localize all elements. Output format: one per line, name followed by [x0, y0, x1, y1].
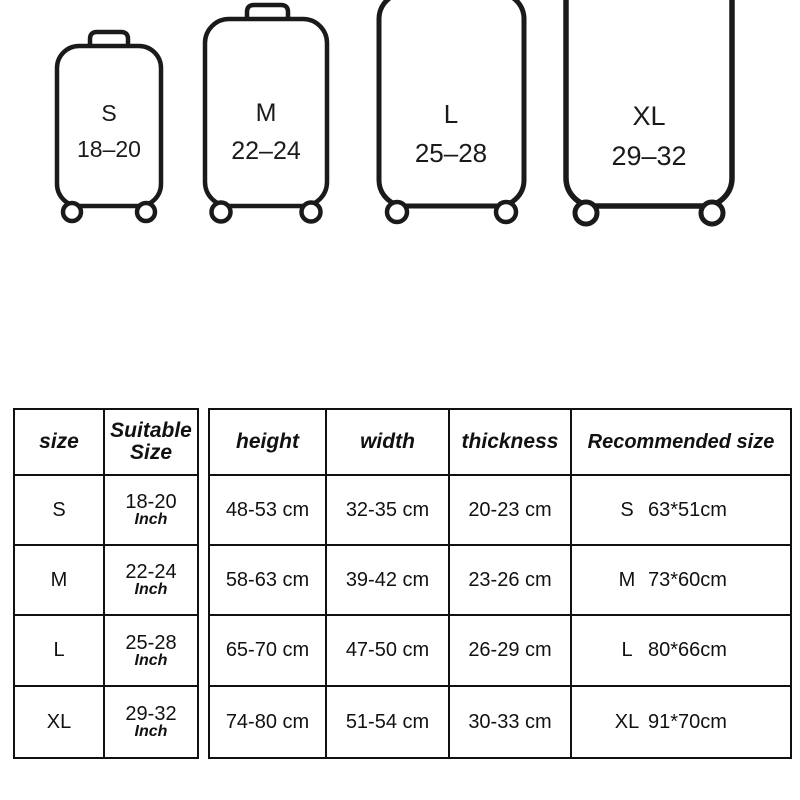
header-suitable-line1: Suitable: [110, 418, 192, 442]
luggage-label-range-m: 22–24: [231, 137, 301, 165]
cell-suitable-xl: 29-32 Inch: [103, 685, 199, 759]
cell-recommended-l: L 80*66cm: [570, 614, 792, 687]
table-row: 48-53 cm 32-35 cm 20-23 cm S 63*51cm: [208, 474, 792, 546]
rec-group-l: L 80*66cm: [574, 639, 788, 662]
luggage-figure-s: S 18–20: [45, 15, 181, 395]
header-height: height: [208, 408, 327, 476]
cell-size-xl: XL: [13, 685, 105, 759]
rec-size-dims-l: 80*66cm: [648, 639, 727, 661]
cell-width-m: 39-42 cm: [325, 544, 450, 616]
cell-thickness-s: 20-23 cm: [448, 474, 572, 546]
table-row: S 18-20 Inch: [13, 474, 199, 546]
table-row: M 22-24 Inch: [13, 544, 199, 616]
rec-group-xl: XL 91*70cm: [574, 711, 788, 734]
cell-height-l: 65-70 cm: [208, 614, 327, 687]
table-row: L 25-28 Inch: [13, 614, 199, 687]
rec-size-letter-l: L: [621, 639, 633, 661]
table-row: 74-80 cm 51-54 cm 30-33 cm XL 91*70cm: [208, 685, 792, 759]
cell-recommended-m: M 73*60cm: [570, 544, 792, 616]
cell-size-m: M: [13, 544, 105, 616]
cell-size-s: S: [13, 474, 105, 546]
cell-range-s: 18-20: [125, 491, 177, 513]
header-size: size: [13, 408, 105, 476]
cell-range-m: 22-24: [125, 561, 177, 583]
luggage-label-size-xl: XL: [632, 101, 665, 131]
luggage-illustration-row: S 18–20 M 22–24 L 25–28: [0, 0, 800, 395]
cell-thickness-xl: 30-33 cm: [448, 685, 572, 759]
header-recommended-size: Recommended size: [570, 408, 792, 476]
rec-size-dims-m: 73*60cm: [648, 568, 727, 591]
luggage-figure-l: L 25–28: [366, 0, 544, 395]
header-thickness: thickness: [448, 408, 572, 476]
cell-width-l: 47-50 cm: [325, 614, 450, 687]
cell-thickness-m: 23-26 cm: [448, 544, 572, 616]
cell-width-s: 32-35 cm: [325, 474, 450, 546]
table-header-row: height width thickness Recommended size: [208, 408, 792, 476]
table-header-row: size Suitable Size: [13, 408, 199, 476]
rec-size-dims-s: 63*51cm: [648, 498, 727, 521]
cell-suitable-s: 18-20 Inch: [103, 474, 199, 546]
cell-range-xl: 29-32: [125, 703, 177, 725]
luggage-label-size-s: S: [101, 100, 116, 126]
cell-unit-l: Inch: [134, 651, 168, 669]
luggage-figure-xl: XL 29–32: [553, 0, 751, 395]
size-table-right: height width thickness Recommended size …: [208, 408, 792, 759]
luggage-label-size-l: L: [444, 99, 458, 129]
cell-height-s: 48-53 cm: [208, 474, 327, 546]
cell-thickness-l: 26-29 cm: [448, 614, 572, 687]
size-table-left: size Suitable Size S 18-20 Inch M 22-24 …: [13, 408, 199, 759]
rec-size-letter-s: S: [620, 498, 634, 521]
cell-width-xl: 51-54 cm: [325, 685, 450, 759]
cell-range-l: 25-28: [125, 631, 177, 654]
luggage-label-range-s: 18–20: [77, 136, 141, 162]
cell-height-m: 58-63 cm: [208, 544, 327, 616]
rec-size-dims-xl: 91*70cm: [648, 710, 727, 733]
rec-group-s: S 63*51cm: [574, 499, 788, 522]
luggage-label-range-l: 25–28: [415, 138, 487, 168]
rec-group-m: M 73*60cm: [574, 569, 788, 592]
cell-recommended-s: S 63*51cm: [570, 474, 792, 546]
cell-unit-m: Inch: [134, 581, 168, 598]
luggage-figure-m: M 22–24: [193, 2, 348, 395]
header-width: width: [325, 408, 450, 476]
cell-unit-xl: Inch: [134, 723, 168, 740]
cell-recommended-xl: XL 91*70cm: [570, 685, 792, 759]
header-suitable-size: Suitable Size: [103, 408, 199, 476]
header-suitable-line2: Size: [129, 441, 173, 464]
table-row: 65-70 cm 47-50 cm 26-29 cm L 80*66cm: [208, 614, 792, 687]
cell-suitable-l: 25-28 Inch: [103, 614, 199, 687]
cell-height-xl: 74-80 cm: [208, 685, 327, 759]
rec-size-letter-m: M: [618, 568, 636, 591]
luggage-label-range-xl: 29–32: [611, 141, 686, 171]
rec-size-letter-xl: XL: [614, 710, 640, 733]
cell-unit-s: Inch: [134, 511, 168, 528]
luggage-label-size-m: M: [256, 99, 277, 127]
table-row: XL 29-32 Inch: [13, 685, 199, 759]
table-row: 58-63 cm 39-42 cm 23-26 cm M 73*60cm: [208, 544, 792, 616]
cell-size-l: L: [13, 614, 105, 687]
cell-suitable-m: 22-24 Inch: [103, 544, 199, 616]
